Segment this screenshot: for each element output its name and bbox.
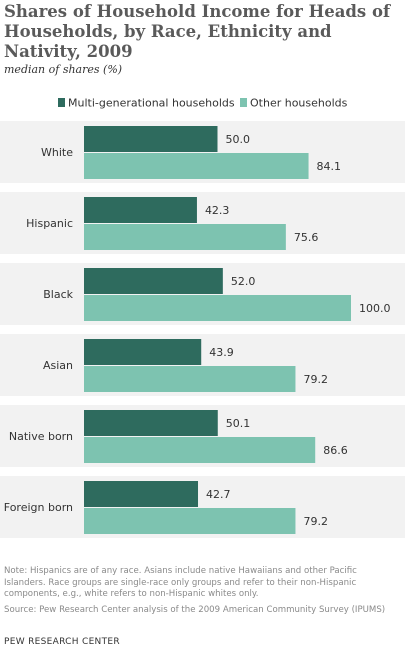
legend-label-1: Other households <box>250 97 348 110</box>
chart-source: Source: Pew Research Center analysis of … <box>4 605 386 615</box>
value-label-0-1: 42.3 <box>205 204 230 217</box>
category-label-5: Foreign born <box>4 501 73 514</box>
value-label-0-5: 42.7 <box>206 488 231 501</box>
chart-note: Note: Hispanics are of any race. Asians … <box>4 566 357 599</box>
chart-title: Shares of Household Income for Heads of … <box>4 2 391 61</box>
category-labels: White Hispanic Black Asian Native born Foreig… <box>4 146 74 514</box>
value-label-0-4: 50.1 <box>226 417 251 430</box>
category-label-4: Native born <box>9 430 73 443</box>
legend: Multi-generational households Other house… <box>58 97 348 110</box>
bar-0-5 <box>84 481 199 507</box>
bar-1-1 <box>84 224 286 250</box>
bar-1-0 <box>84 153 309 179</box>
bar-0-2 <box>84 268 223 294</box>
bars <box>84 126 351 534</box>
bar-0-4 <box>84 410 218 436</box>
category-label-2: Black <box>43 288 73 301</box>
bar-0-1 <box>84 197 197 223</box>
value-label-1-0: 84.1 <box>317 160 342 173</box>
category-bands <box>0 121 405 538</box>
bar-0-3 <box>84 339 202 365</box>
value-label-1-5: 79.2 <box>303 515 328 528</box>
bar-0-0 <box>84 126 218 152</box>
value-label-1-1: 75.6 <box>294 231 319 244</box>
value-label-0-0: 50.0 <box>226 133 251 146</box>
legend-swatch-0 <box>58 98 65 107</box>
value-label-1-4: 86.6 <box>323 444 348 457</box>
bar-chart: Multi-generational households Other house… <box>0 97 405 538</box>
value-label-1-2: 100.0 <box>359 302 391 315</box>
legend-label-0: Multi-generational households <box>68 97 235 110</box>
value-labels: 50.0 84.1 42.3 75.6 52.0 100.0 43.9 79.2 50.1 86.… <box>205 133 391 528</box>
chart-credit: PEW RESEARCH CENTER <box>4 637 120 647</box>
value-label-1-3: 79.2 <box>303 373 328 386</box>
bar-1-4 <box>84 437 316 463</box>
category-label-0: White <box>41 146 73 159</box>
bar-1-2 <box>84 295 351 321</box>
bar-1-3 <box>84 366 296 392</box>
chart-subtitle: median of shares (%) <box>4 63 123 76</box>
value-label-0-3: 43.9 <box>209 346 234 359</box>
bar-1-5 <box>84 508 296 534</box>
category-label-1: Hispanic <box>26 217 73 230</box>
legend-swatch-1 <box>240 98 247 107</box>
value-label-0-2: 52.0 <box>231 275 256 288</box>
category-label-3: Asian <box>43 359 73 372</box>
